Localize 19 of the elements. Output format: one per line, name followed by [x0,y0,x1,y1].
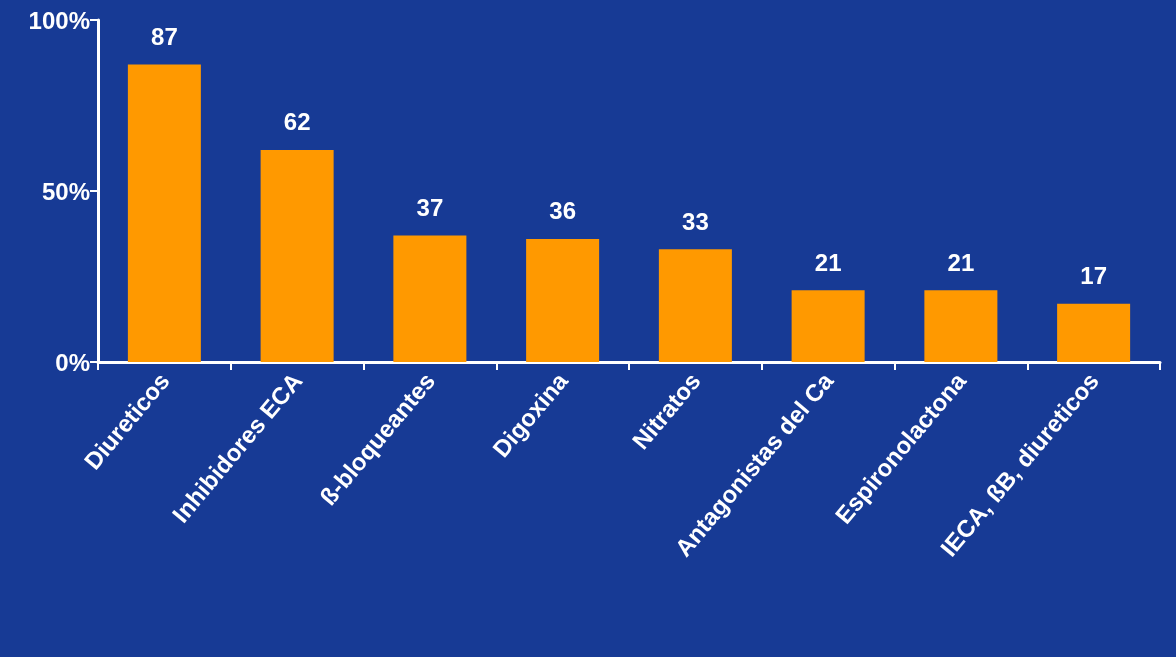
data-label: 37 [416,193,444,221]
data-label: 62 [283,108,311,136]
y-tick-label: 100% [28,6,90,34]
y-tick-label: 0% [55,348,90,376]
bar [924,290,998,362]
bar [526,238,600,362]
data-label: 21 [814,248,842,276]
data-label: 87 [151,22,178,50]
data-label: 21 [947,248,975,276]
bar [1057,303,1131,362]
data-label: 17 [1080,262,1107,290]
bar [393,235,467,362]
y-tick-label: 50% [41,177,90,205]
bar [127,64,201,362]
data-label: 36 [549,197,576,225]
bar [791,290,865,362]
data-label: 33 [682,207,709,235]
bar [658,249,732,362]
bar [260,149,334,362]
